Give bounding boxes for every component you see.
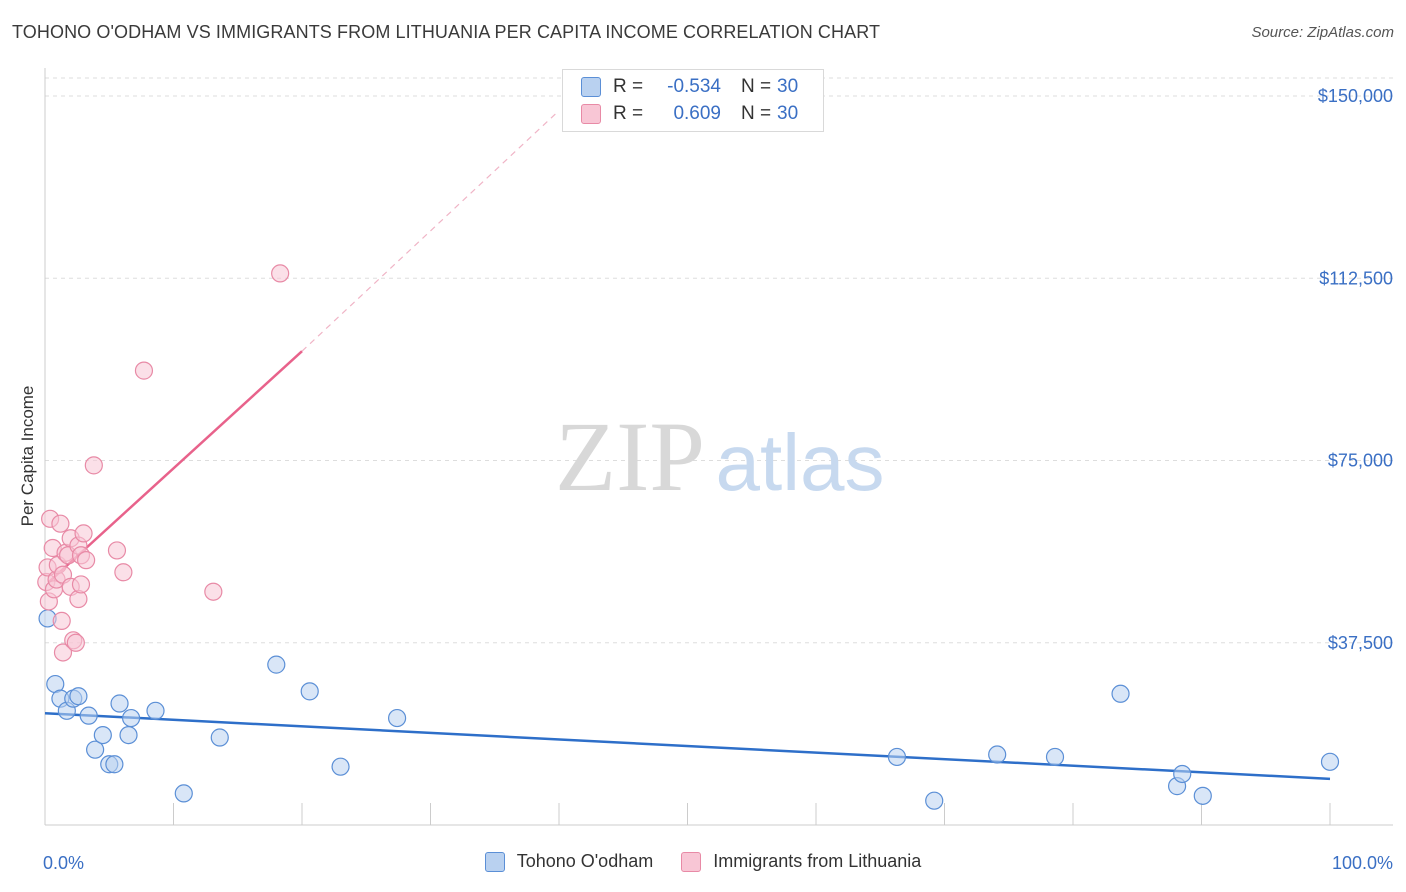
lithuania-point [271,264,290,283]
legend-swatch-blue [484,851,505,872]
legend-row-tohono: R = -0.534 N = 30 [581,75,798,99]
lithuania-point [84,456,103,475]
legend-swatch-blue [581,77,601,97]
data-points [37,264,1340,810]
tohono-point [1320,752,1340,771]
watermark-zip: ZIP [555,401,705,512]
tohono-point [1045,747,1065,767]
lithuania-point [107,541,127,560]
chart-title: TOHONO O'ODHAM VS IMMIGRANTS FROM LITHUA… [12,22,881,42]
tohono-point [887,747,907,767]
lithuania-point [134,361,154,380]
tohono-point [121,708,141,728]
tohono-point [988,745,1007,764]
lithuania-point [71,575,91,594]
lithuania-trend-line [48,350,303,583]
lithuania-point [77,551,96,570]
lithuania-point [114,563,133,582]
tohono-point [69,687,88,706]
tohono-point [93,725,112,745]
legend-swatch-pink [681,851,702,872]
legend-series-name: Immigrants from Lithuania [713,851,922,871]
legend-item-tohono: Tohono O'odham [484,851,654,872]
lithuania-trend-extension [301,110,560,352]
tohono-point [146,701,165,720]
tohono-point [1173,764,1192,784]
tohono-point [86,740,105,759]
tohono-point [105,755,124,774]
tohono-trend-line [44,711,1331,781]
tohono-point [110,694,129,713]
tohono-point [1111,684,1130,703]
lithuania-point [52,611,71,630]
legend-item-lithuania: Immigrants from Lithuania [681,851,921,872]
tohono-point [174,784,193,803]
lithuania-point [66,633,85,652]
legend-series-name: Tohono O'odham [516,851,654,871]
tohono-point [331,757,350,776]
watermark-atlas: atlas [716,418,885,507]
tohono-point [119,725,138,745]
tohono-point [267,655,286,674]
axes [44,68,1393,826]
legend-r-label: R = [613,103,644,124]
lithuania-point [53,643,73,662]
tick-labels: $37,500 $75,000 $112,500 $150,000 0.0% 100.0% [43,86,1393,873]
legend-n-label: N = [741,76,772,97]
chart-source: Source: ZipAtlas.com [1251,24,1394,41]
tohono-point [300,682,319,701]
gridlines [45,77,1393,644]
y-tick-label: $150,000 [1318,86,1393,106]
legend-n-value: 30 [777,76,799,97]
legend-row-lithuania: R = 0.609 N = 30 [581,102,798,126]
legend-r-value: -0.534 [667,76,721,97]
trend-lines [44,110,1331,781]
tohono-point [1193,786,1212,805]
legend-swatch-pink [581,104,601,124]
lithuania-point [204,582,223,601]
legend-n-label: N = [741,103,772,124]
legend-r-value: 0.609 [673,103,721,124]
watermark: ZIP atlas [555,401,884,512]
series-legend: Tohono O'odham Immigrants from Lithuania [0,851,1406,872]
y-tick-label: $112,500 [1319,268,1393,288]
tohono-point [387,708,407,728]
x-tick-label-min: 0.0% [43,853,84,873]
legend-n-value: 30 [777,103,799,124]
y-tick-label: $75,000 [1328,451,1393,471]
legend-r-label: R = [613,76,644,97]
tohono-point [79,706,98,725]
x-tick-label-max: 100.0% [1332,853,1393,873]
correlation-legend: R = -0.534 N = 30 R = 0.609 N = 30 [562,69,824,132]
lithuania-point [74,524,93,543]
lithuania-point [51,514,70,533]
tohono-point [210,728,229,747]
y-tick-label: $37,500 [1328,633,1393,653]
tohono-point [925,791,944,810]
